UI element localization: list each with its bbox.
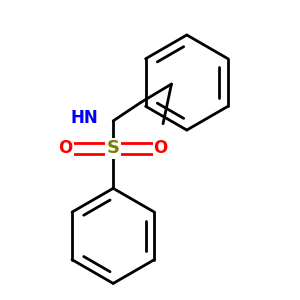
Text: O: O bbox=[154, 140, 168, 158]
Text: HN: HN bbox=[70, 109, 98, 127]
Text: S: S bbox=[107, 140, 120, 158]
Text: O: O bbox=[58, 140, 73, 158]
